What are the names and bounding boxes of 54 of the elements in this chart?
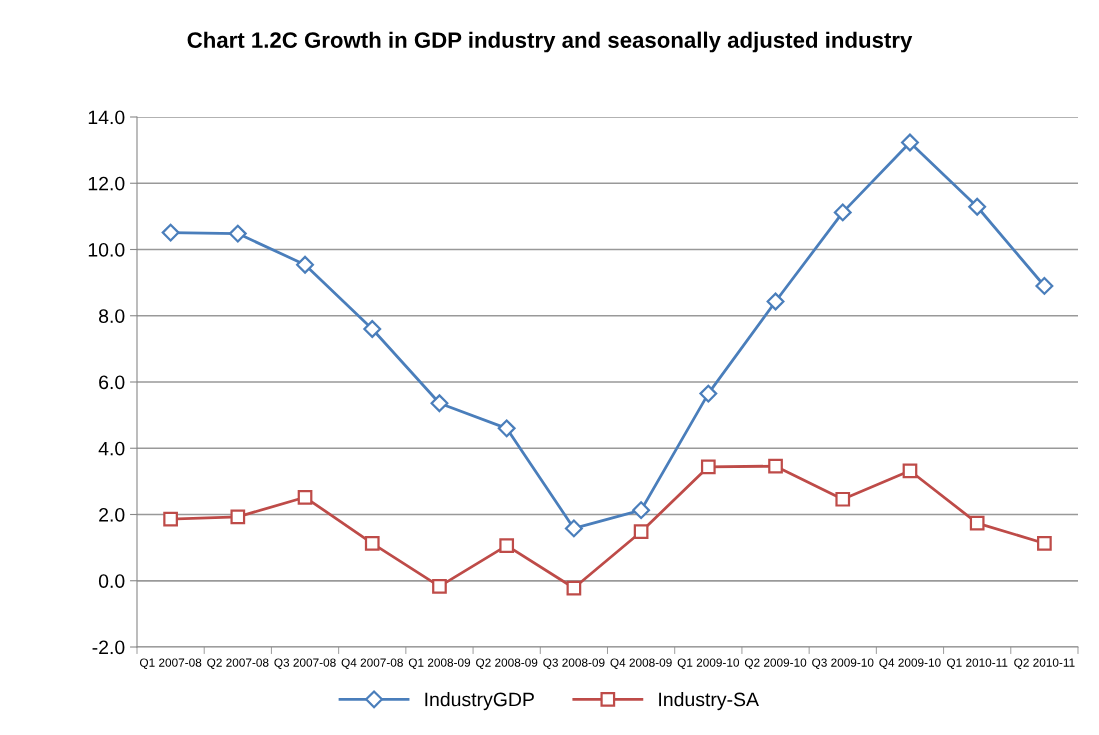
x-tick-label: Q1 2009-10 <box>677 658 740 669</box>
point <box>297 489 313 505</box>
point <box>633 524 649 540</box>
point <box>230 509 246 525</box>
point <box>833 203 852 222</box>
point <box>228 224 247 243</box>
y-tick-label: 2.0 <box>99 507 125 522</box>
point <box>363 320 382 338</box>
point <box>364 535 380 551</box>
point <box>700 459 716 475</box>
legend-label: Industry-SA <box>659 692 759 711</box>
x-tick-label: Q2 2007-08 <box>207 658 269 669</box>
point <box>766 292 785 311</box>
point <box>163 511 178 527</box>
x-tick-label: Q3 2008-09 <box>543 658 605 669</box>
point <box>699 384 718 403</box>
x-tick-label: Q3 2009-10 <box>812 658 874 669</box>
point <box>432 579 447 594</box>
point <box>296 255 314 274</box>
point <box>768 458 783 474</box>
point <box>566 580 582 596</box>
y-tick-label: 6.0 <box>99 375 125 390</box>
y-tick-label: 12.0 <box>88 176 125 191</box>
legend-label: IndustryGDP <box>425 692 534 711</box>
point <box>969 515 985 531</box>
y-tick-label: 14.0 <box>88 110 125 125</box>
point <box>632 501 651 520</box>
y-tick-label: -2.0 <box>92 640 125 655</box>
x-tick-label: Q4 2009-10 <box>879 658 941 669</box>
x-tick-label: Q1 2010-11 <box>947 658 1008 669</box>
point <box>564 519 583 538</box>
x-tick-label: Q4 2008-09 <box>610 658 672 669</box>
point <box>430 394 449 413</box>
point <box>902 463 918 479</box>
x-tick-label: Q2 2008-09 <box>476 658 538 669</box>
x-tick-label: Q4 2007-08 <box>341 658 403 669</box>
y-tick-label: 8.0 <box>99 309 125 323</box>
point <box>901 133 919 152</box>
point <box>1037 535 1052 551</box>
y-tick-label: 10.0 <box>88 242 125 257</box>
x-tick-label: Q1 2008-09 <box>408 658 471 669</box>
chart-title: Chart 1.2C Growth in GDP industry and seasonally adjusted industry <box>187 31 913 53</box>
x-tick-label: Q2 2010-11 <box>1014 658 1075 669</box>
x-tick-label: Q1 2007-08 <box>139 658 202 669</box>
x-tick-label: Q3 2007-08 <box>274 658 336 669</box>
point <box>499 538 515 553</box>
x-tick-label: Q2 2009-10 <box>744 658 807 669</box>
point <box>161 223 180 242</box>
point <box>835 491 851 507</box>
y-tick-label: 4.0 <box>98 441 125 456</box>
point <box>497 419 516 438</box>
point <box>1035 276 1054 295</box>
point <box>968 197 987 216</box>
y-tick-label: 0.0 <box>98 574 125 588</box>
